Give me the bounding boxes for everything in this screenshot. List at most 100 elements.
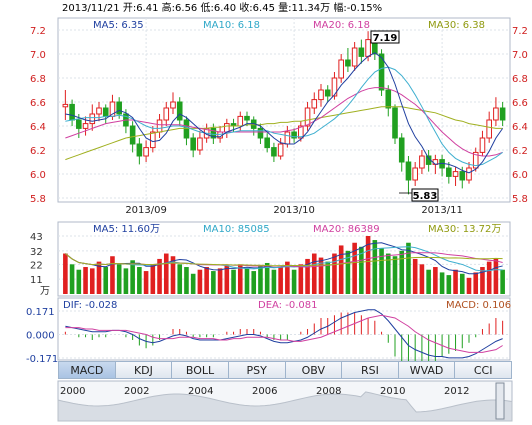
vol-tick: 22 bbox=[30, 260, 43, 271]
header-volume: 量:11.34万 bbox=[278, 2, 330, 14]
candle-body bbox=[405, 161, 412, 181]
volume-bar bbox=[311, 253, 317, 294]
tab-rsi[interactable]: RSI bbox=[342, 361, 399, 379]
candle-body bbox=[291, 131, 297, 139]
candle-body bbox=[69, 103, 75, 121]
candle-body bbox=[190, 137, 196, 151]
vol-tick: 32 bbox=[30, 247, 43, 258]
timeline-year: 2006 bbox=[252, 386, 277, 397]
volume-bar bbox=[433, 267, 438, 294]
price-ma30-label: MA30: 6.38 bbox=[428, 20, 485, 31]
price-ma5-label: MA5: 6.35 bbox=[93, 20, 144, 31]
price-tick-right: 7.0 bbox=[512, 50, 528, 61]
candle-body bbox=[466, 167, 472, 181]
volume-bar bbox=[184, 267, 189, 294]
volume-bar bbox=[392, 256, 398, 294]
price-tick-right: 6.0 bbox=[512, 170, 528, 181]
volume-bar bbox=[365, 236, 371, 294]
tab-psy[interactable]: PSY bbox=[228, 361, 286, 379]
volume-bar bbox=[231, 269, 236, 294]
candle-body bbox=[89, 113, 96, 125]
volume-bar bbox=[278, 267, 283, 294]
candle-body bbox=[331, 77, 338, 97]
candle-body bbox=[76, 119, 82, 129]
price-ma30-line bbox=[65, 106, 503, 161]
candle-body bbox=[136, 143, 143, 157]
candle-body bbox=[96, 107, 102, 115]
volume-bar bbox=[285, 261, 290, 294]
price-tick-right: 6.6 bbox=[512, 98, 528, 109]
timeline-year: 2002 bbox=[124, 386, 149, 397]
candle-body bbox=[385, 89, 392, 109]
volume-bar bbox=[338, 245, 344, 294]
candle-body bbox=[224, 123, 230, 133]
volume-bar bbox=[110, 256, 115, 294]
volume-bar bbox=[439, 272, 445, 294]
macd-dea-line bbox=[65, 314, 503, 353]
candle-body bbox=[237, 115, 244, 127]
price-tick-left: 5.8 bbox=[30, 194, 46, 205]
volume-bar bbox=[96, 261, 102, 294]
price-ma20-label: MA20: 6.18 bbox=[313, 20, 370, 31]
volume-bar bbox=[480, 267, 485, 294]
volume-bar bbox=[426, 269, 431, 294]
volume-bar bbox=[412, 258, 418, 294]
candle-body bbox=[412, 167, 418, 181]
tab-macd[interactable]: MACD bbox=[58, 361, 116, 379]
macd-tick: 0.000 bbox=[26, 331, 55, 342]
volume-bar bbox=[406, 242, 411, 294]
candle-body bbox=[378, 53, 385, 91]
timeline-area bbox=[57, 391, 513, 422]
candle-body bbox=[116, 101, 122, 115]
timeline-year: 2010 bbox=[380, 386, 405, 397]
volume-bar bbox=[224, 265, 230, 294]
candle-body bbox=[459, 171, 466, 181]
price-tick-right: 7.2 bbox=[512, 26, 528, 37]
candle-body bbox=[479, 137, 486, 153]
volume-bar bbox=[83, 267, 88, 294]
volume-bar bbox=[217, 268, 223, 294]
macd-dif-label: DIF: -0.028 bbox=[63, 300, 117, 311]
vol-unit: 万 bbox=[40, 286, 50, 297]
candle-body bbox=[493, 107, 499, 121]
candle-body bbox=[358, 47, 365, 57]
candle-body bbox=[419, 155, 425, 169]
candle-body bbox=[318, 89, 324, 101]
candle-body bbox=[298, 125, 304, 139]
date-tick: 2013/10 bbox=[273, 205, 315, 216]
candle-body bbox=[170, 101, 176, 109]
volume-bar bbox=[486, 261, 492, 294]
volume-bar bbox=[163, 253, 169, 294]
volume-bar bbox=[157, 258, 162, 294]
volume-bar bbox=[446, 275, 452, 294]
volume-bar bbox=[305, 258, 310, 294]
tab-boll[interactable]: BOLL bbox=[172, 361, 229, 379]
volume-bar bbox=[385, 253, 391, 294]
vol-ma20-label: MA20: 86389 bbox=[313, 224, 380, 235]
candle-body bbox=[472, 151, 479, 169]
max-label: 7.19 bbox=[373, 33, 398, 44]
volume-bar bbox=[244, 268, 250, 294]
volume-bar bbox=[359, 246, 364, 294]
price-tick-right: 6.8 bbox=[512, 74, 528, 85]
timeline-handle[interactable] bbox=[495, 382, 505, 420]
macd-panel-frame bbox=[57, 297, 511, 361]
volume-bar bbox=[170, 256, 176, 294]
candle-body bbox=[150, 131, 156, 149]
candle-body bbox=[176, 101, 183, 121]
candle-body bbox=[143, 147, 149, 157]
price-ma10-line bbox=[65, 66, 503, 167]
volume-bar bbox=[399, 250, 405, 294]
volume-bar bbox=[89, 268, 95, 294]
candle-body bbox=[365, 39, 371, 57]
price-tick-left: 6.4 bbox=[30, 122, 46, 133]
tab-kdj[interactable]: KDJ bbox=[115, 361, 173, 379]
volume-bar bbox=[264, 262, 270, 294]
volume-bar bbox=[143, 271, 149, 294]
volume-bar bbox=[237, 264, 243, 294]
tab-cci[interactable]: CCI bbox=[455, 361, 512, 379]
macd-dea-label: DEA: -0.081 bbox=[258, 300, 317, 311]
tab-wvad[interactable]: WVAD bbox=[398, 361, 456, 379]
tab-obv[interactable]: OBV bbox=[285, 361, 343, 379]
price-tick-left: 6.6 bbox=[30, 98, 46, 109]
